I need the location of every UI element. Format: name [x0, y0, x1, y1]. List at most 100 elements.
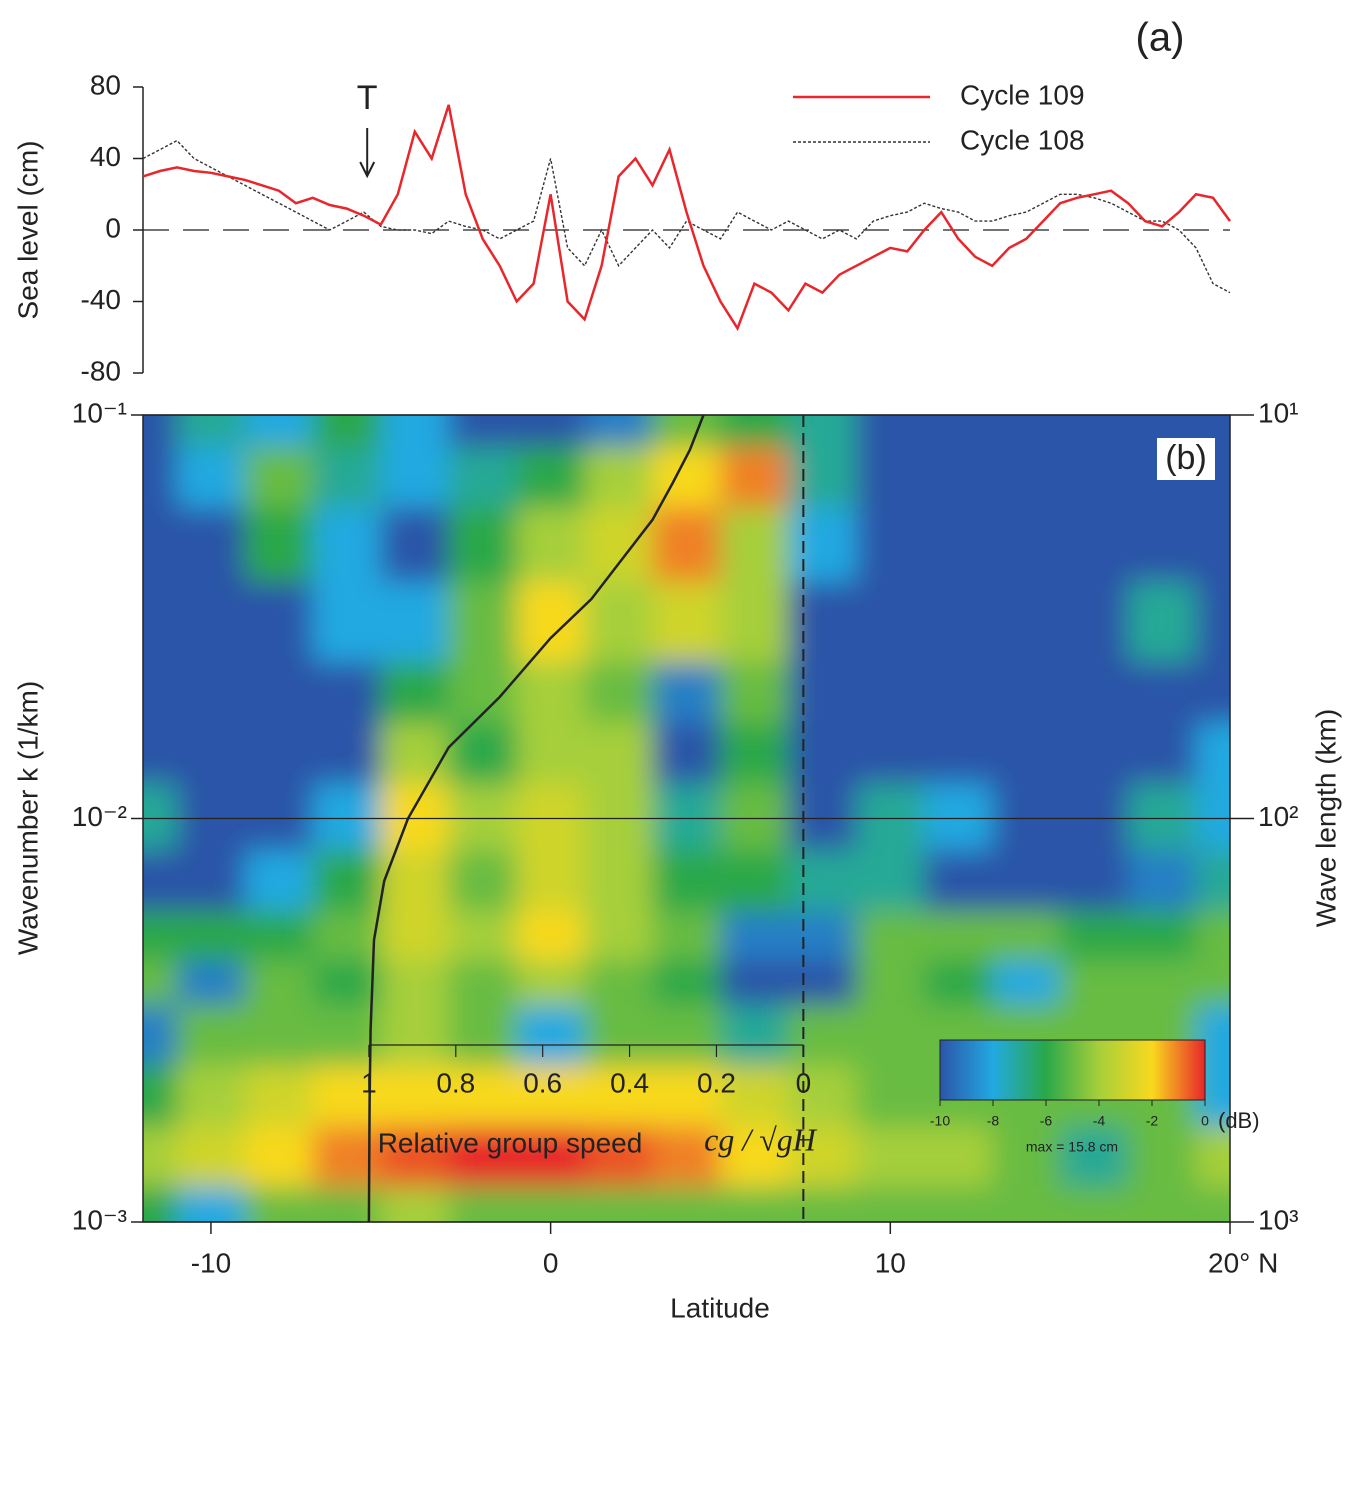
heatmap-cell	[992, 662, 1060, 723]
heatmap-cell	[177, 355, 245, 447]
x-tick-label: 10	[875, 1247, 906, 1278]
heatmap-cell	[517, 662, 585, 723]
heatmap-cell	[856, 1065, 924, 1126]
y-axis-label: Sea level (cm)	[12, 141, 43, 320]
panel-label: (b)	[1165, 439, 1207, 477]
heatmap-cell	[313, 910, 381, 960]
heatmap-cell	[788, 1004, 856, 1065]
heatmap-cell	[1196, 1126, 1290, 1187]
heatmap-cell	[1196, 1004, 1290, 1065]
heatmap-cell	[924, 910, 992, 960]
heatmap-cell	[381, 581, 449, 662]
heatmap-cell	[245, 783, 313, 850]
heatmap-cell	[313, 507, 381, 582]
heatmap-cell	[313, 581, 381, 662]
heatmap-cell	[720, 850, 788, 911]
heatmap-cell	[245, 910, 313, 960]
heatmap-cell	[1060, 507, 1128, 582]
heatmap-cell	[177, 910, 245, 960]
heatmap-cell	[992, 960, 1060, 1005]
legend-label: Cycle 108	[960, 124, 1085, 155]
heatmap-cell	[992, 446, 1060, 507]
heatmap-cell	[585, 662, 653, 723]
gs-formula: cg / √gH	[704, 1121, 818, 1157]
heatmap-cell	[177, 960, 245, 1005]
heatmap-cell	[381, 1186, 449, 1282]
gs-tick-label: 0.8	[436, 1067, 475, 1098]
heatmap-cell	[449, 1004, 517, 1065]
heatmap-cell	[313, 850, 381, 911]
colorbar-tick-label: -4	[1093, 1113, 1106, 1129]
heatmap-cell	[924, 1186, 992, 1282]
x-axis-label: Latitude	[670, 1292, 770, 1323]
heatmap-cell	[1196, 581, 1290, 662]
colorbar-note: max = 15.8 cm	[1026, 1139, 1118, 1155]
heatmap-cell	[924, 960, 992, 1005]
heatmap-cell	[449, 581, 517, 662]
heatmap-cell	[449, 783, 517, 850]
heatmap-cell	[83, 960, 177, 1005]
heatmap-cell	[177, 1126, 245, 1187]
heatmap-cell	[992, 507, 1060, 582]
heatmap-cell	[83, 1126, 177, 1187]
heatmap-cell	[856, 960, 924, 1005]
heatmap-cell	[1128, 507, 1196, 582]
heatmap-cell	[585, 507, 653, 582]
heatmap-cell	[1196, 850, 1290, 911]
heatmap-cell	[1128, 783, 1196, 850]
heatmap-cell	[653, 850, 721, 911]
heatmap-cell	[83, 446, 177, 507]
gs-tick-label: 0	[796, 1067, 812, 1098]
y-tick-label: -40	[81, 284, 121, 315]
heatmap-cell	[856, 446, 924, 507]
heatmap-cell	[585, 446, 653, 507]
heatmap-cell	[83, 1004, 177, 1065]
heatmap-cell	[856, 581, 924, 662]
colorbar-tick-label: 0	[1201, 1113, 1209, 1129]
heatmap-cell	[1128, 581, 1196, 662]
heatmap-cell	[856, 783, 924, 850]
heatmap-cell	[924, 507, 992, 582]
heatmap-cell	[1060, 850, 1128, 911]
heatmap-cell	[83, 850, 177, 911]
heatmap-cell	[720, 1186, 788, 1282]
heatmap-cell	[788, 910, 856, 960]
y2-axis-label: Wave length (km)	[1310, 709, 1341, 927]
heatmap-cell	[245, 850, 313, 911]
heatmap-cell	[245, 1186, 313, 1282]
heatmap-cell	[720, 722, 788, 783]
heatmap-cell	[1196, 910, 1290, 960]
colorbar-tick-label: -6	[1040, 1113, 1053, 1129]
heatmap-cell	[449, 960, 517, 1005]
heatmap-cell	[381, 1004, 449, 1065]
heatmap-cell	[1196, 662, 1290, 723]
heatmap-cell	[1128, 960, 1196, 1005]
heatmap-cell	[924, 355, 992, 447]
heatmap-cell	[245, 662, 313, 723]
heatmap-cell	[585, 783, 653, 850]
heatmap-cell	[1060, 1126, 1128, 1187]
heatmap-cell	[381, 662, 449, 723]
heatmap-cell	[585, 722, 653, 783]
heatmap-cell	[245, 1004, 313, 1065]
heatmap-cell	[856, 722, 924, 783]
y-axis-label: Wavenumber k (1/km)	[12, 681, 43, 955]
heatmap-cell	[720, 446, 788, 507]
heatmap-cell	[856, 1126, 924, 1187]
heatmap-cell	[720, 1004, 788, 1065]
legend-label: Cycle 109	[960, 79, 1085, 110]
gs-axis-label: Relative group speed	[378, 1127, 643, 1158]
heatmap-cell	[653, 662, 721, 723]
heatmap-cell	[1128, 1126, 1196, 1187]
heatmap-cell	[788, 960, 856, 1005]
heatmap-cell	[1060, 581, 1128, 662]
heatmap-cell	[381, 960, 449, 1005]
heatmap-cell	[585, 1004, 653, 1065]
heatmap-cell	[83, 662, 177, 723]
heatmap-cell	[992, 1186, 1060, 1282]
heatmap-cell	[653, 960, 721, 1005]
heatmap-cell	[381, 910, 449, 960]
heatmap-cell	[517, 960, 585, 1005]
y-tick-label: 40	[90, 141, 121, 172]
